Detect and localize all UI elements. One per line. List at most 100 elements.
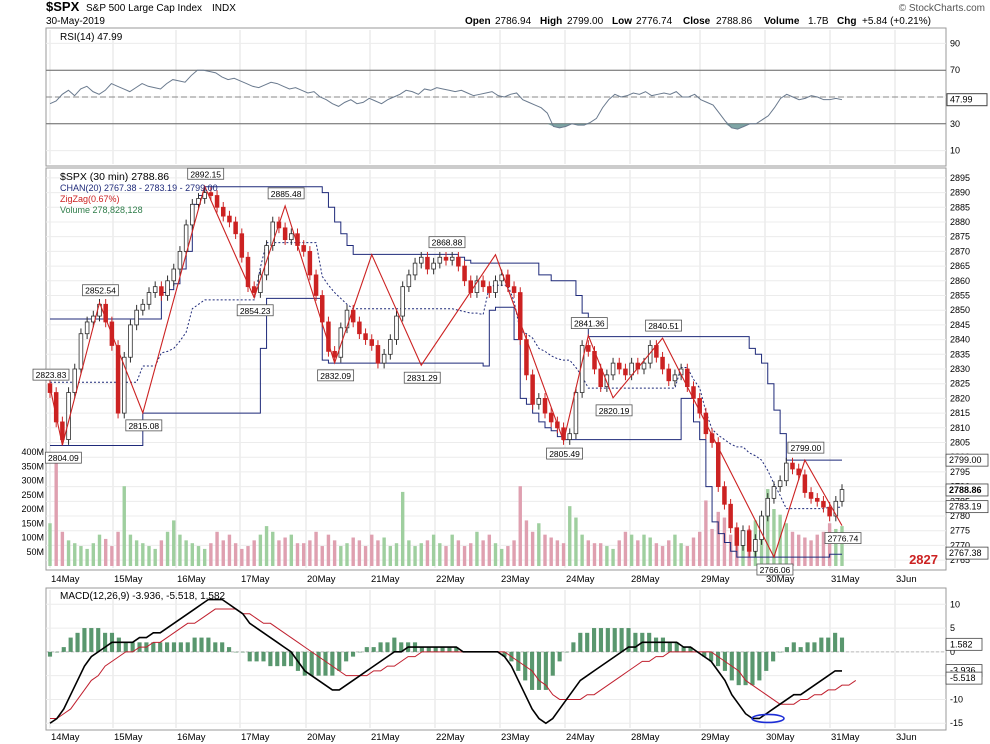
volume-bar [766,489,770,566]
candle-body [190,203,195,226]
price-right-label: 2783.19 [949,502,982,512]
volume-bar [506,546,510,566]
candle-body [171,268,177,282]
volume-bar [611,548,615,566]
volume-bar [339,546,343,566]
low-value: 2776.74 [636,16,673,27]
candle-body [586,345,591,352]
volume-bar [574,517,578,566]
volume-bar [295,543,300,566]
price-tick-label: 2815 [950,408,970,418]
volume-bar [122,486,126,566]
candle-body [839,489,845,502]
volume-bar [685,546,690,566]
macd-histogram-bar [426,647,431,652]
volume-bar [178,534,182,566]
candle-body [728,503,733,529]
volume-bar [60,531,65,566]
candle-body [121,356,127,414]
macd-histogram-bar [543,651,548,690]
price-tick-label: 2775 [950,526,970,536]
macd-histogram-bar [330,651,335,676]
low-label: Low [612,16,632,27]
candle-body [771,486,777,499]
volume-tick-label: 150M [21,518,44,528]
volume-bar [518,486,522,566]
macd-histogram-bar [433,647,438,652]
candle-body [474,280,480,293]
zigzag-label: 2868.88 [432,238,463,248]
x-tick-label: 28May [631,574,660,585]
candle-body [400,286,405,317]
candle-body [78,333,84,370]
zigzag-label: 2815.08 [128,421,159,431]
price-tick-label: 2830 [950,364,970,374]
zigzag-label-box [125,419,163,432]
zigzag-label-box [317,369,355,382]
zigzag-label: 2854.23 [240,306,271,316]
candle-body [394,315,399,340]
candle-body [437,256,443,264]
candle-body [183,224,189,252]
candle-body [616,362,622,370]
volume-bar [196,546,201,566]
volume-bar [704,500,708,566]
candle-body [431,262,436,270]
macd-histogram-bar [89,628,94,652]
macd-histogram-bar [192,637,197,652]
macd-histogram-bar [151,642,156,652]
candle-body [227,215,232,223]
zigzag-label-box [756,563,794,576]
volume-bar [110,546,114,566]
macd-histogram-bar [598,628,604,652]
volume-bar [524,520,529,566]
candle-body [245,256,251,288]
candle-body [672,374,678,382]
volume-bar [48,523,52,566]
ohlc-row: Open 2786.94 High 2799.00 Low 2776.74 Cl… [465,16,931,27]
volume-bar [271,531,275,566]
zigzag-line [49,184,843,559]
macd-histogram-bar [771,651,776,662]
price-tick-label: 2860 [950,276,970,286]
macd-histogram-bar [68,637,73,652]
volume-bar [431,534,436,566]
macd-histogram-bar [185,642,190,652]
x-tick-label: 14May [51,574,80,585]
channel-upper-line [50,186,842,461]
macd-histogram-bar [764,651,769,671]
symbol: $SPX [46,0,80,14]
candle-body [821,500,826,508]
high-value: 2799.00 [567,16,604,27]
x-tick-label: 15May [114,732,143,743]
price-tick-label: 2850 [950,305,970,315]
volume-bar [710,528,714,566]
macd-histogram-bar [798,647,803,652]
macd-histogram-bar [316,651,321,676]
price-tick-label: 2765 [950,555,970,565]
volume-bar [592,543,597,566]
volume-bar [97,534,102,566]
macd-histogram-bar [268,651,273,667]
macd-histogram-bar [715,651,721,667]
macd-histogram-bar [350,651,356,657]
macd-tick-label: -10 [950,694,963,704]
volume-bar [580,534,584,566]
candle-body [332,350,337,358]
price-tick-label: 2820 [950,393,970,403]
index-name: S&P 500 Large Cap Index [86,3,202,14]
candle-body [220,206,226,217]
macd-right-label: -3.936 [950,666,976,676]
candle-body [357,321,362,335]
macd-histogram-bar [709,651,714,662]
axes-layer: 14May 14May 15May 15May 16May 16May 17May 17May… [21,38,989,743]
zigzag-label: 2885.48 [271,189,302,199]
volume-bar [165,531,170,566]
macd-histogram-bar [819,637,824,652]
macd-histogram-bar [653,637,659,652]
macd-histogram-bar [171,642,177,652]
rsi-last-label: 47.99 [950,95,973,105]
price-tick-label: 2795 [950,467,970,477]
rsi-last-box [946,93,988,107]
